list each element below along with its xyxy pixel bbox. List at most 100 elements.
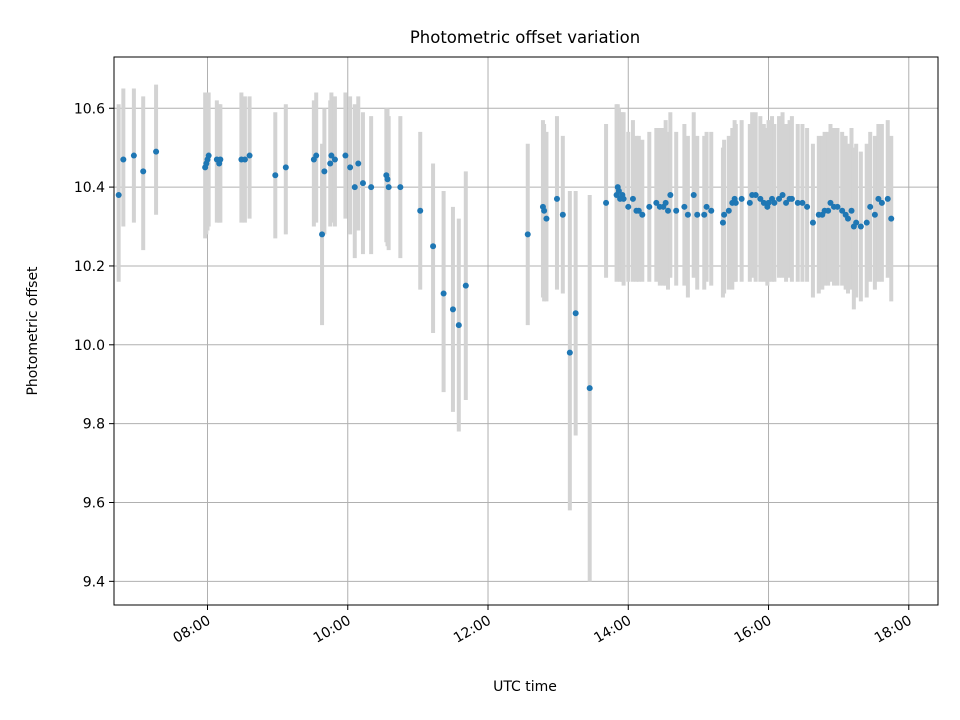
data-point: [809, 219, 816, 226]
chart-title: Photometric offset variation: [410, 28, 640, 47]
data-point: [746, 199, 753, 206]
data-point: [871, 211, 878, 218]
data-point: [541, 207, 548, 214]
data-point: [620, 195, 627, 202]
data-points: [115, 148, 895, 392]
y-tick-label: 9.8: [83, 417, 105, 433]
data-point: [246, 152, 253, 159]
data-point: [639, 211, 646, 218]
data-point: [559, 211, 566, 218]
data-point: [804, 203, 811, 210]
data-point: [760, 199, 767, 206]
data-point: [217, 156, 224, 163]
data-point: [462, 282, 469, 289]
data-point: [771, 199, 778, 206]
y-tick-label: 10.2: [74, 259, 105, 275]
data-point: [757, 195, 764, 202]
y-tick-label: 9.4: [83, 574, 105, 590]
data-point: [635, 207, 642, 214]
data-point: [703, 203, 710, 210]
data-point: [449, 306, 456, 313]
data-point: [272, 172, 279, 179]
data-point: [397, 184, 404, 191]
y-tick-label: 10.6: [74, 101, 105, 117]
data-point: [788, 195, 795, 202]
data-point: [430, 243, 437, 250]
y-axis-label: Photometric offset: [25, 266, 41, 396]
data-point: [665, 207, 672, 214]
data-point: [721, 211, 728, 218]
data-point: [543, 215, 550, 222]
data-point: [205, 152, 212, 159]
data-point: [331, 156, 338, 163]
data-point: [719, 219, 726, 226]
data-point: [681, 203, 688, 210]
data-point: [384, 176, 391, 183]
data-point: [524, 231, 531, 238]
data-point: [417, 207, 424, 214]
data-point: [834, 203, 841, 210]
data-point: [825, 207, 832, 214]
data-point: [725, 207, 732, 214]
data-point: [867, 203, 874, 210]
data-point: [327, 160, 334, 167]
data-point: [752, 191, 759, 198]
data-point: [799, 199, 806, 206]
data-point: [342, 152, 349, 159]
data-point: [701, 211, 708, 218]
data-point: [355, 160, 362, 167]
data-point: [863, 219, 870, 226]
data-point: [120, 156, 127, 163]
data-point: [776, 195, 783, 202]
data-point: [385, 184, 392, 191]
data-point: [684, 211, 691, 218]
data-point: [553, 195, 560, 202]
y-axis: 9.4 9.6 9.8 10.0 10.2 10.4 10.6: [74, 101, 114, 590]
data-point: [586, 385, 593, 392]
data-point: [351, 184, 358, 191]
data-point: [857, 223, 864, 230]
data-point: [673, 207, 680, 214]
data-point: [794, 199, 801, 206]
data-point: [694, 211, 701, 218]
data-point: [708, 207, 715, 214]
data-point: [313, 152, 320, 159]
data-point: [884, 195, 891, 202]
data-point: [140, 168, 147, 175]
data-point: [615, 188, 622, 195]
data-point: [629, 195, 636, 202]
data-point: [368, 184, 375, 191]
data-point: [888, 215, 895, 222]
data-point: [653, 199, 660, 206]
data-point: [321, 168, 328, 175]
data-point: [359, 180, 366, 187]
data-point: [241, 156, 248, 163]
data-point: [347, 164, 354, 171]
x-axis-label: UTC time: [493, 679, 557, 695]
data-point: [572, 310, 579, 317]
y-tick-label: 9.6: [83, 495, 105, 511]
axes-frame: [113, 56, 939, 606]
data-point: [625, 203, 632, 210]
data-point: [845, 215, 852, 222]
data-point: [667, 191, 674, 198]
data-point: [566, 349, 573, 356]
data-point: [115, 191, 122, 198]
data-point: [328, 152, 335, 159]
data-point: [765, 199, 772, 206]
data-point: [440, 290, 447, 297]
data-point: [827, 199, 834, 206]
data-point: [839, 207, 846, 214]
data-point: [878, 199, 885, 206]
data-point: [875, 195, 882, 202]
data-point: [732, 199, 739, 206]
y-tick-label: 10.0: [74, 338, 105, 354]
data-point: [130, 152, 137, 159]
data-point: [783, 199, 790, 206]
data-point: [690, 191, 697, 198]
data-point: [282, 164, 289, 171]
data-point: [853, 219, 860, 226]
data-point: [603, 199, 610, 206]
